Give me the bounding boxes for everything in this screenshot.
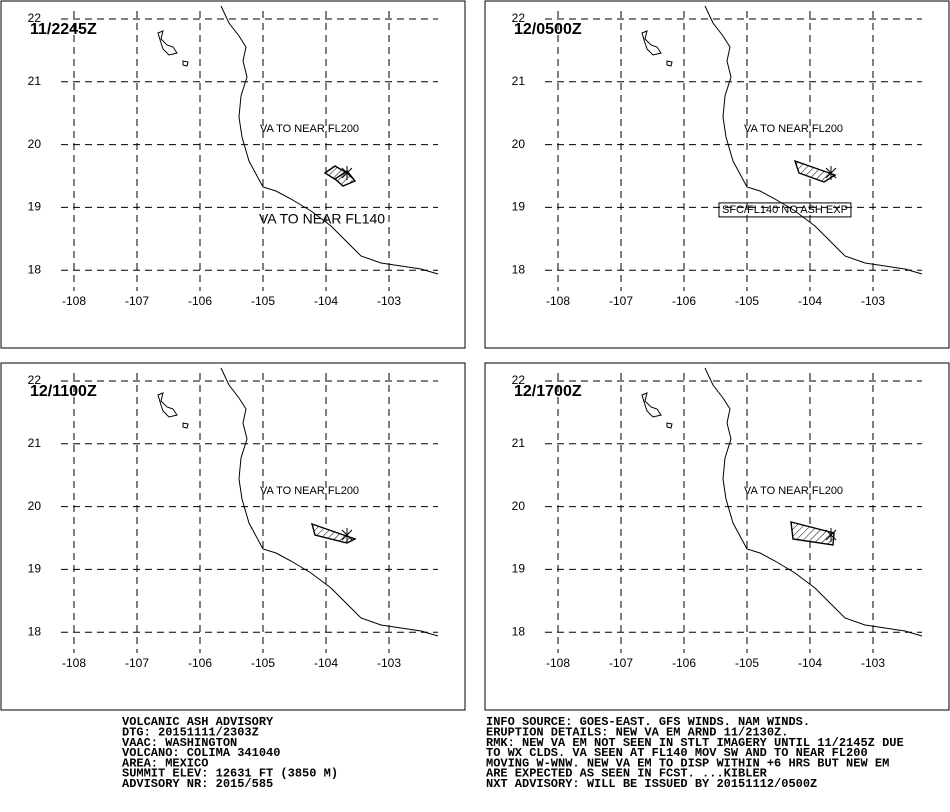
lon-tick-label: -105 [735,656,759,670]
lat-tick-label: 19 [512,562,526,576]
lat-tick-label: 20 [28,499,42,513]
ash-label: VA TO NEAR FL200 [744,123,843,135]
advisory-line: DTG: 20151111/2303Z [122,725,259,739]
lat-tick-label: 21 [512,436,526,450]
lon-tick-label: -108 [546,656,570,670]
ash-area [793,159,837,183]
forecast-time: 12/0500Z [514,21,582,38]
lon-tick-label: -108 [62,294,86,308]
lat-tick-label: 22 [28,11,42,25]
lon-tick-label: -105 [251,294,275,308]
lon-tick-label: -105 [251,656,275,670]
panel-frame [484,362,950,711]
lon-tick-label: -107 [609,656,633,670]
lat-tick-label: 19 [512,200,526,214]
map-panel: -108 -107 -106 -105 -104 -103 22 21 20 19 18 12/050… [484,0,950,349]
advisory-line: VOLCANIC ASH ADVISORY [122,715,274,729]
advisory-line: VAAC: WASHINGTON [122,736,237,750]
panel-frame [0,0,466,349]
lon-tick-label: -103 [377,656,401,670]
advisory-line: ADVISORY NR: 2015/585 [122,777,273,791]
island [666,422,673,429]
advisory-line: SUMMIT ELEV: 12631 FT (3850 M) [122,767,338,781]
lat-tick-label: 19 [28,562,42,576]
ash-label: VA TO NEAR FL200 [260,123,359,135]
lon-tick-label: -106 [672,656,696,670]
map-panel: -108 -107 -106 -105 -104 -103 22 21 20 19 18 12/110… [0,362,466,711]
lon-tick-label: -107 [125,656,149,670]
lon-tick-label: -108 [62,656,86,670]
island [157,392,178,418]
lat-tick-label: 21 [28,74,42,88]
lon-tick-label: -107 [125,294,149,308]
lon-tick-label: -104 [798,656,822,670]
advisory-line: RMK: NEW VA EM NOT SEEN IN STLT IMAGERY … [486,736,904,750]
ash-label: VA TO NEAR FL200 [744,485,843,497]
lat-tick-label: 20 [28,137,42,151]
ash-label: VA TO NEAR FL140 [259,211,385,227]
lon-tick-label: -104 [314,294,338,308]
ash-label: VA TO NEAR FL200 [260,485,359,497]
advisory-line: INFO SOURCE: GOES-EAST. GFS WINDS. NAM W… [486,715,810,729]
lon-tick-label: -103 [861,656,885,670]
coastline [220,5,439,275]
volcano-marker [341,528,353,542]
lon-tick-label: -104 [314,656,338,670]
coastline [704,5,923,275]
lat-tick-label: 20 [512,499,526,513]
lon-tick-label: -106 [672,294,696,308]
panel-frame [0,362,466,711]
ash-area [790,521,835,546]
label-box [718,202,852,218]
lat-tick-label: 22 [28,373,42,387]
advisory-line: ERUPTION DETAILS: NEW VA EM ARND 11/2130… [486,725,788,739]
island [666,60,673,67]
forecast-time: 11/2245Z [30,21,97,38]
lat-tick-label: 18 [28,262,42,276]
lat-tick-label: 21 [512,74,526,88]
lat-tick-label: 18 [512,262,526,276]
advisory-line: VOLCANO: COLIMA 341040 [122,746,280,760]
map-panel: -108 -107 -106 -105 -104 -103 22 21 20 19 18 12/170… [484,362,950,711]
lat-tick-label: 22 [512,373,526,387]
lon-tick-label: -108 [546,294,570,308]
island [641,30,662,56]
coastline [220,367,439,637]
volcano-marker [341,166,353,180]
advisory-line: NXT ADVISORY: WILL BE ISSUED BY 20151112… [486,777,817,791]
lat-tick-label: 22 [512,11,526,25]
island [641,392,662,418]
forecast-time: 12/1100Z [30,383,97,400]
lon-tick-label: -105 [735,294,759,308]
lon-tick-label: -106 [188,656,212,670]
coastline [704,367,923,637]
ash-label: SFC/FL140 NO ASH EXP [722,204,848,216]
forecast-time: 12/1700Z [514,383,582,400]
island [157,30,178,56]
advisory-line: AREA: MEXICO [122,756,208,770]
lon-tick-label: -107 [609,294,633,308]
advisory-line: ARE EXPECTED AS SEEN IN FCST. ...KIBLER [486,767,768,781]
volcano-marker [825,166,837,180]
panel-frame [484,0,950,349]
advisory-line: MOVING W-WNW. NEW VA EM TO DISP WITHIN +… [486,756,889,770]
map-panel: -108 -107 -106 -105 -104 -103 22 21 20 19 18 11/224… [0,0,466,349]
lon-tick-label: -106 [188,294,212,308]
island [182,422,189,429]
lat-tick-label: 18 [512,624,526,638]
lat-tick-label: 19 [28,200,42,214]
lat-tick-label: 20 [512,137,526,151]
ash-area [333,170,357,187]
advisory-line: TO WX CLDS. VA SEEN AT FL140 MOV SW AND … [486,746,868,760]
lon-tick-label: -104 [798,294,822,308]
island [182,60,189,67]
volcano-marker [825,528,837,542]
lon-tick-label: -103 [377,294,401,308]
lat-tick-label: 18 [28,624,42,638]
lon-tick-label: -103 [861,294,885,308]
lat-tick-label: 21 [28,436,42,450]
